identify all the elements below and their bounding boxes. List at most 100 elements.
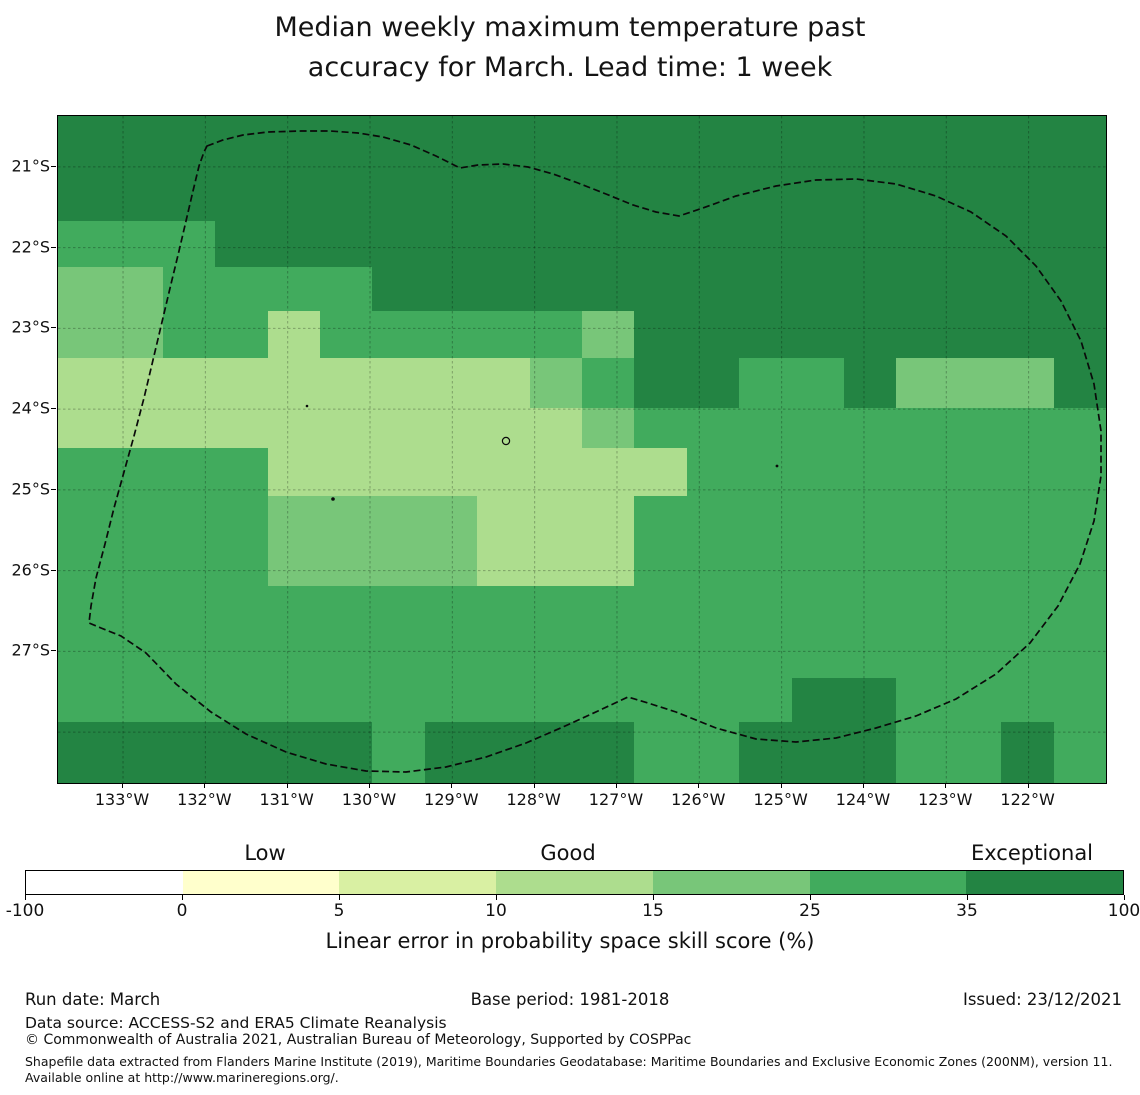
heatmap-cell	[686, 267, 740, 312]
heatmap-cell	[267, 167, 321, 222]
colorbar-segment	[496, 871, 653, 894]
heatmap-cell	[424, 221, 478, 268]
heatmap-cell	[634, 722, 688, 783]
heatmap-cell	[686, 586, 740, 632]
colorbar-tick-label: 35	[956, 901, 978, 921]
heatmap-cell	[896, 541, 950, 587]
heatmap-cell	[634, 311, 688, 359]
heatmap-cell	[686, 631, 740, 679]
heatmap-cell	[1001, 541, 1055, 587]
heatmap-cell	[896, 116, 950, 168]
heatmap-cell	[1053, 541, 1106, 587]
heatmap-cell	[215, 167, 269, 222]
heatmap-cell	[477, 496, 531, 542]
heatmap-cell	[1053, 267, 1106, 312]
heatmap-cell	[686, 678, 740, 723]
colorbar-tick-label: 100	[1107, 901, 1140, 921]
latitude-tick-label: 22°S	[11, 237, 50, 257]
heatmap-cell	[162, 722, 216, 783]
heatmap-cell	[791, 358, 845, 409]
heatmap-cell	[529, 586, 583, 632]
heatmap-cell	[110, 541, 164, 587]
heatmap-cell	[320, 167, 374, 222]
heatmap-cell	[162, 267, 216, 312]
heatmap-cell	[791, 221, 845, 268]
latitude-tick-mark	[51, 246, 56, 248]
heatmap-cell	[58, 311, 112, 359]
heatmap-cell	[948, 631, 1002, 679]
heatmap-cell	[739, 221, 793, 268]
longitude-tick-mark	[862, 783, 864, 788]
heatmap-cell	[162, 311, 216, 359]
heatmap-cell	[948, 167, 1002, 222]
heatmap-cell	[215, 358, 269, 409]
heatmap-cell	[477, 167, 531, 222]
heatmap-cell	[424, 408, 478, 449]
heatmap-cell	[58, 541, 112, 587]
latitude-tick-label: 26°S	[11, 560, 50, 580]
heatmap-cell	[1053, 167, 1106, 222]
heatmap-cell	[739, 631, 793, 679]
heatmap-cell	[582, 678, 636, 723]
heatmap-cell	[110, 267, 164, 312]
heatmap-cell	[948, 311, 1002, 359]
heatmap-cell	[1053, 408, 1106, 449]
heatmap-cell	[320, 358, 374, 409]
heatmap-cell	[896, 678, 950, 723]
heatmap-cell	[634, 631, 688, 679]
heatmap-cell	[948, 221, 1002, 268]
heatmap-cell	[215, 586, 269, 632]
colorbar-tick-mark	[1124, 895, 1125, 900]
heatmap-cell	[791, 541, 845, 587]
longitude-tick-mark	[533, 783, 535, 788]
heatmap-cell	[686, 311, 740, 359]
heatmap-cell	[58, 631, 112, 679]
heatmap-cell	[267, 496, 321, 542]
heatmap-cell	[424, 541, 478, 587]
copyright-text: © Commonwealth of Australia 2021, Austra…	[25, 1032, 692, 1048]
colorbar-segment	[339, 871, 497, 894]
colorbar-segment	[26, 871, 183, 894]
heatmap-cell	[634, 448, 688, 497]
heatmap-cell	[215, 678, 269, 723]
heatmap-cell	[791, 631, 845, 679]
heatmap-cell	[791, 586, 845, 632]
heatmap-cell	[372, 586, 426, 632]
heatmap-cell	[582, 267, 636, 312]
heatmap-cell	[110, 358, 164, 409]
heatmap-cell	[162, 221, 216, 268]
heatmap-cell	[110, 722, 164, 783]
heatmap-cell	[529, 722, 583, 783]
longitude-tick-label: 122°W	[1000, 790, 1055, 809]
colorbar-tick-mark	[653, 895, 654, 900]
heatmap-cell	[58, 167, 112, 222]
heatmap-cell	[1001, 678, 1055, 723]
heatmap-cell	[424, 678, 478, 723]
latitude-tick-label: 27°S	[11, 640, 50, 660]
heatmap-cell	[896, 631, 950, 679]
longitude-tick-mark	[615, 783, 617, 788]
colorbar-tick-mark	[810, 895, 811, 900]
heatmap-cell	[1053, 678, 1106, 723]
heatmap-cell	[372, 167, 426, 222]
latitude-tick-label: 23°S	[11, 317, 50, 337]
heatmap-cell	[320, 541, 374, 587]
heatmap-cell	[320, 221, 374, 268]
heatmap-cell	[739, 496, 793, 542]
heatmap-cell	[320, 586, 374, 632]
heatmap-cell	[320, 722, 374, 783]
latitude-tick-mark	[51, 569, 56, 571]
heatmap-cell	[896, 408, 950, 449]
colorbar-caption: Linear error in probability space skill …	[325, 929, 815, 953]
heatmap-cell	[791, 267, 845, 312]
longitude-tick-label: 124°W	[835, 790, 891, 809]
heatmap-cell	[372, 722, 426, 783]
heatmap-cell	[1053, 586, 1106, 632]
heatmap-cell	[372, 267, 426, 312]
heatmap-cell	[948, 448, 1002, 497]
heatmap-cell	[1001, 167, 1055, 222]
longitude-tick-mark	[286, 783, 288, 788]
heatmap-cell	[634, 678, 688, 723]
heatmap-cell	[948, 586, 1002, 632]
base-period-text: Base period: 1981-2018	[470, 990, 670, 1009]
